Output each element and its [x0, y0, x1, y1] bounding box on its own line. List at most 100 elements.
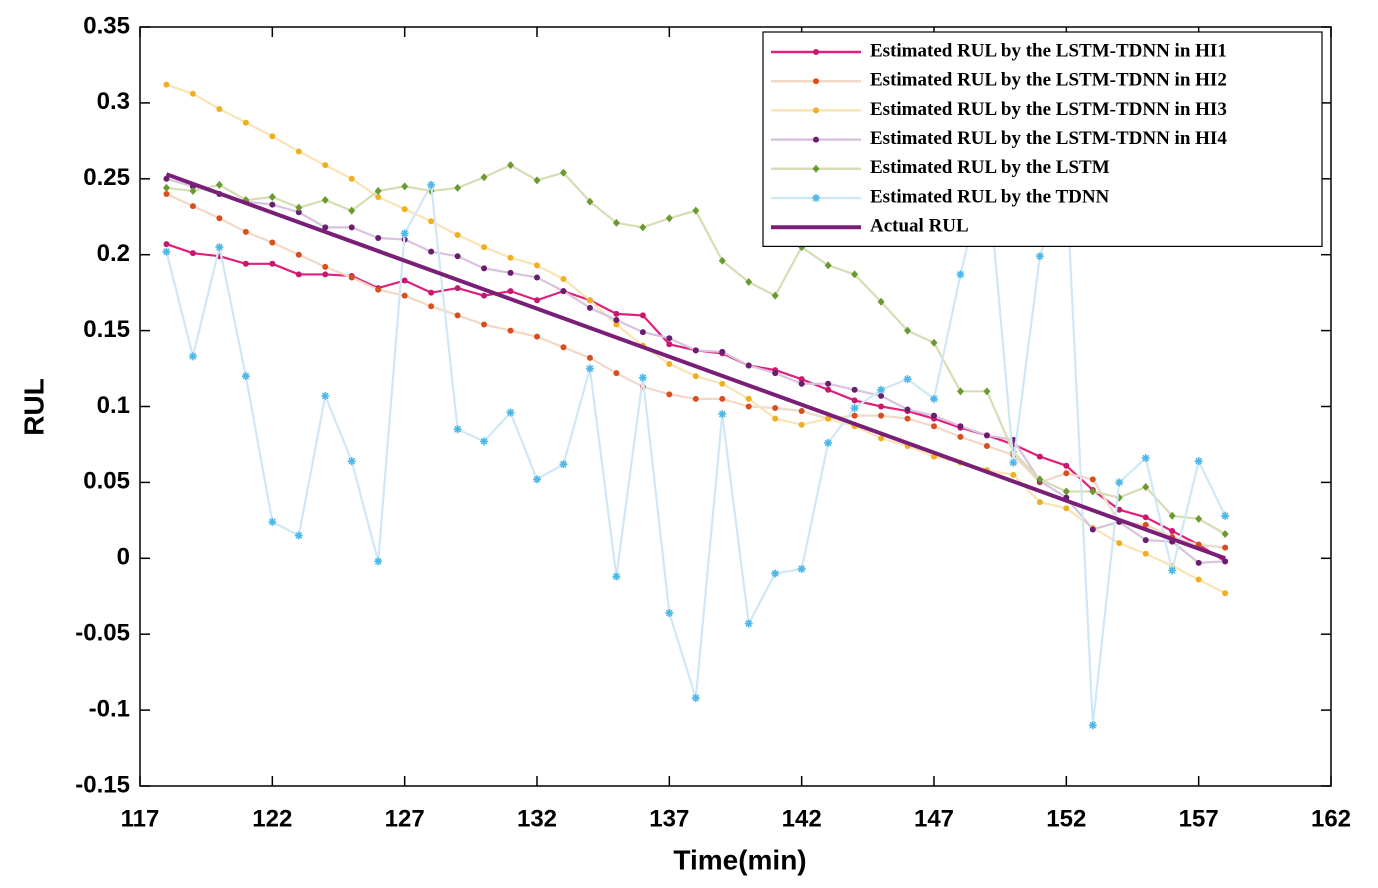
point: [930, 338, 938, 347]
point: [163, 241, 170, 248]
point: [188, 352, 197, 361]
point: [507, 269, 514, 276]
point: [268, 193, 276, 202]
legend-marker: [812, 164, 820, 173]
point: [375, 194, 382, 201]
point: [772, 405, 779, 412]
legend-label: Estimated RUL by the LSTM-TDNN in HI2: [870, 70, 1227, 91]
point: [1063, 462, 1070, 469]
point: [956, 270, 965, 279]
point: [507, 288, 514, 295]
point: [322, 162, 329, 169]
point: [798, 380, 805, 387]
point: [1141, 454, 1150, 463]
y-tick-label: 0.35: [83, 12, 130, 39]
y-tick-label: -0.05: [75, 620, 130, 647]
plot-frame: [139, 26, 1332, 787]
point: [1142, 537, 1149, 544]
point: [824, 261, 832, 270]
point: [163, 175, 170, 182]
point: [348, 175, 355, 182]
point: [1036, 475, 1044, 484]
y-tick-label: 0.1: [97, 392, 130, 419]
point: [481, 321, 488, 328]
point: [931, 423, 937, 430]
point: [454, 312, 461, 319]
legend-marker: [813, 49, 819, 55]
point: [718, 256, 726, 265]
point: [666, 341, 673, 348]
point: [347, 457, 356, 466]
point: [216, 105, 223, 112]
point: [983, 387, 991, 396]
point: [428, 289, 435, 296]
x-tick-label: 137: [649, 805, 689, 832]
y-tick-label: -0.15: [75, 771, 130, 798]
point: [692, 395, 699, 402]
point: [189, 90, 196, 97]
point: [1009, 458, 1018, 467]
point: [772, 370, 779, 377]
point: [241, 372, 250, 381]
point: [401, 277, 408, 284]
point: [718, 410, 727, 419]
point: [825, 386, 832, 393]
point: [1062, 487, 1070, 496]
point: [506, 408, 515, 417]
point: [825, 380, 832, 387]
y-tick-label: 0.25: [83, 164, 130, 191]
point: [639, 312, 646, 319]
point: [612, 218, 620, 227]
point: [1035, 252, 1044, 261]
point: [428, 248, 435, 255]
point: [851, 386, 858, 393]
point: [1221, 511, 1230, 520]
point: [216, 215, 223, 222]
y-axis-title: RUL: [18, 378, 49, 436]
point: [560, 275, 567, 282]
point: [745, 403, 752, 410]
y-tick-label: 0.2: [97, 240, 130, 267]
point: [665, 608, 674, 617]
x-axis-title: Time(min): [673, 844, 806, 875]
point: [533, 176, 541, 185]
legend: Estimated RUL by the LSTM-TDNN in HI1 Est…: [762, 31, 1323, 247]
point: [665, 214, 673, 223]
point: [533, 475, 541, 484]
point: [454, 183, 462, 192]
point: [798, 376, 805, 383]
point: [481, 292, 488, 299]
point: [1089, 526, 1096, 533]
x-tick-label: 132: [517, 805, 557, 832]
point: [983, 432, 990, 439]
point: [850, 404, 859, 413]
point: [903, 375, 912, 384]
point: [1168, 566, 1177, 575]
point: [295, 148, 302, 155]
point: [744, 619, 753, 628]
point: [745, 362, 752, 369]
legend-marker: [813, 78, 819, 85]
point: [375, 235, 382, 242]
point: [957, 433, 964, 440]
point: [824, 438, 833, 447]
point: [242, 260, 249, 267]
legend-label: Actual RUL: [870, 216, 969, 237]
point: [534, 333, 540, 340]
point: [586, 354, 593, 361]
point: [1142, 521, 1149, 528]
point: [454, 285, 461, 292]
point: [322, 271, 329, 278]
point: [798, 421, 805, 428]
point: [930, 394, 938, 403]
point: [374, 186, 382, 195]
point: [771, 291, 779, 300]
y-tick-label: 0.15: [83, 316, 130, 343]
legend-marker: [813, 136, 819, 143]
point: [1116, 540, 1123, 547]
point: [1116, 506, 1123, 513]
point: [401, 206, 408, 213]
point: [639, 223, 647, 232]
point: [904, 406, 911, 413]
point: [719, 380, 726, 387]
